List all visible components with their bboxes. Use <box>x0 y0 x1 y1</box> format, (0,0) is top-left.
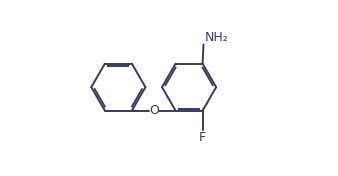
Text: F: F <box>199 131 206 144</box>
Text: O: O <box>149 104 159 117</box>
Text: NH₂: NH₂ <box>204 31 228 44</box>
